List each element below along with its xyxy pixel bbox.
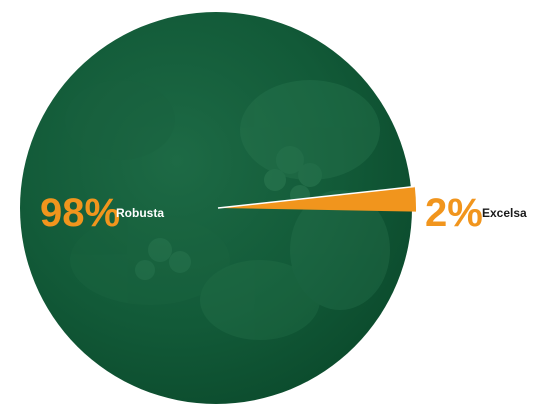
coffee-plant-texture	[65, 80, 390, 340]
slice-divider	[217, 185, 415, 209]
robusta-name-label: Robusta	[116, 206, 164, 220]
pie-slice-excelsa	[218, 186, 417, 212]
robusta-percent-label: 98%	[40, 191, 120, 235]
pie-slice-robusta	[20, 12, 412, 404]
excelsa-percent-label: 2%	[425, 191, 483, 235]
excelsa-name-label: Excelsa	[482, 206, 527, 220]
